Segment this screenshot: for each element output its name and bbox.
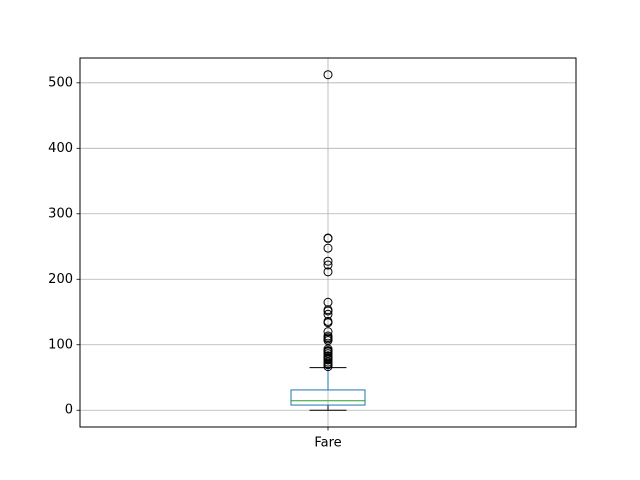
outlier-point (323, 357, 333, 367)
y-tick-label: 400 (48, 141, 73, 156)
box-element (290, 367, 366, 411)
x-tick-label: Fare (314, 436, 341, 451)
x-axis-ticks: Fare (314, 427, 342, 451)
y-tick-label: 500 (48, 75, 73, 90)
outlier-point (323, 243, 333, 253)
outlier-point (323, 260, 333, 270)
outlier-point (323, 70, 333, 80)
outlier-point (323, 267, 333, 277)
outlier-point (323, 327, 333, 337)
y-tick-label: 0 (65, 403, 73, 418)
y-tick-label: 300 (48, 206, 73, 221)
outlier-point (323, 297, 333, 307)
outlier-point (323, 233, 333, 243)
y-tick-label: 100 (48, 337, 73, 352)
outlier-point (323, 351, 333, 361)
outlier-point (323, 305, 333, 315)
outlier-point (323, 309, 333, 319)
outlier-point (323, 316, 333, 326)
y-axis-ticks: 0 100 200 300 400 500 (48, 75, 80, 418)
outlier-points (323, 70, 333, 372)
outlier-point (323, 331, 333, 341)
iqr-box (290, 389, 366, 406)
outlier-point (323, 256, 333, 266)
y-tick-label: 200 (48, 272, 73, 287)
